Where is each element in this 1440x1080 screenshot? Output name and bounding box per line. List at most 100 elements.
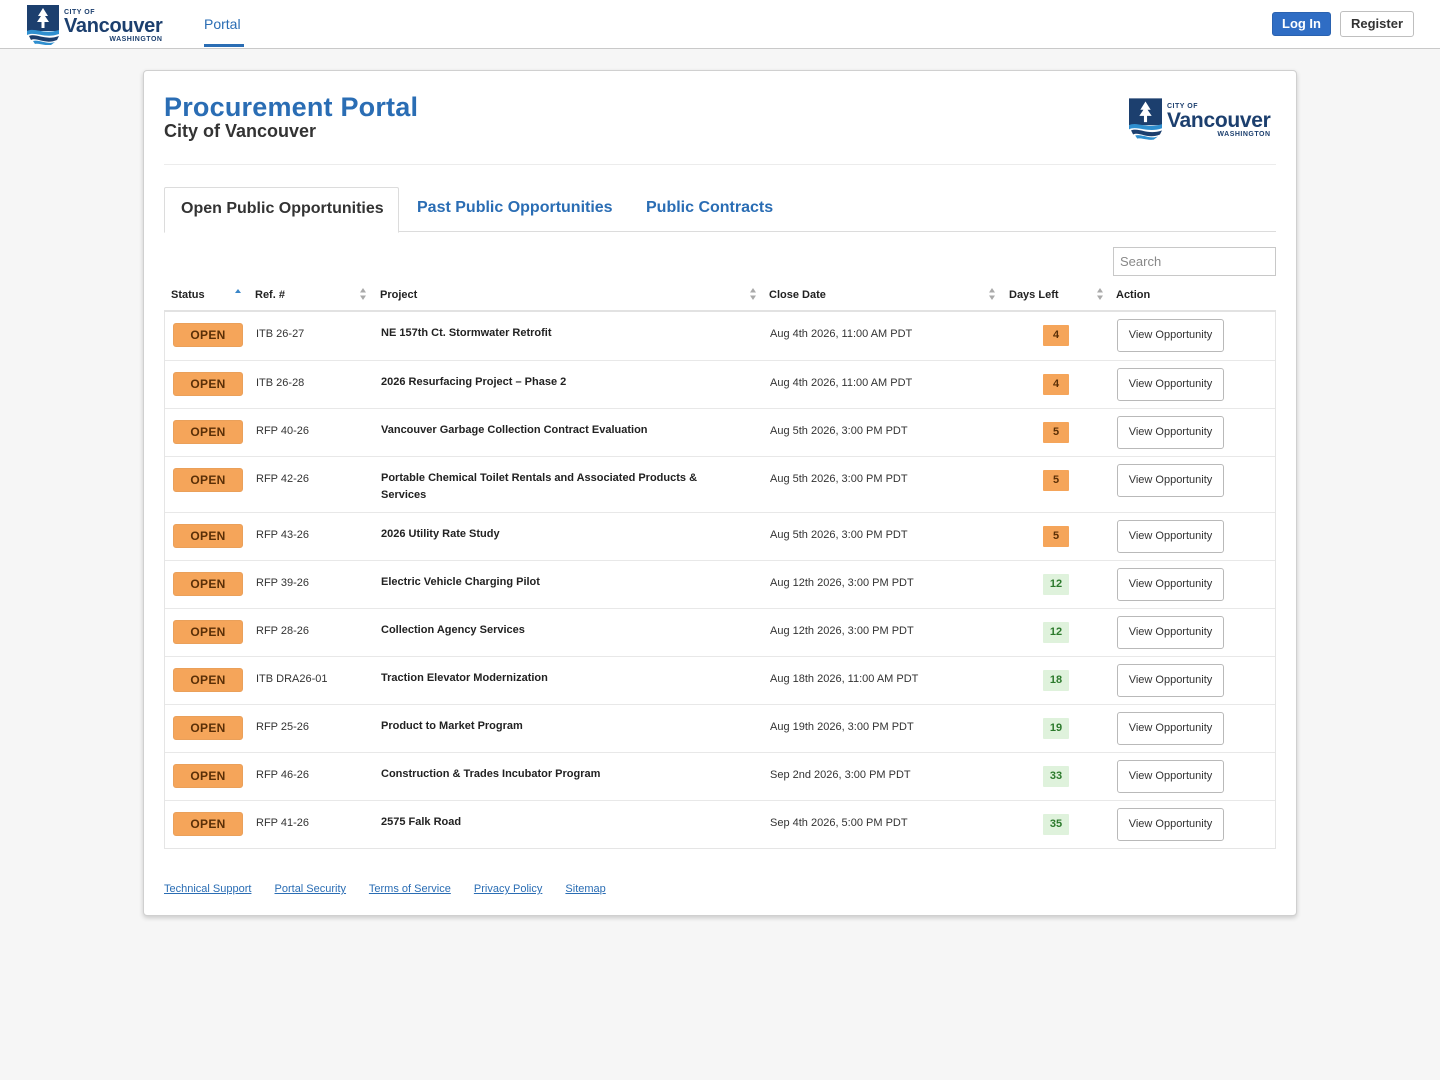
project-name: Collection Agency Services <box>381 624 525 636</box>
ref-number: ITB DRA26-01 <box>256 673 328 685</box>
table-row: OPEN ITB DRA26-01 Traction Elevator Modern… <box>165 656 1275 704</box>
close-date: Aug 5th 2026, 3:00 PM PDT <box>770 425 908 437</box>
footer-links: Technical Support Portal Security Terms … <box>164 883 626 895</box>
close-date: Aug 4th 2026, 11:00 AM PDT <box>770 328 913 340</box>
view-opportunity-button[interactable]: View Opportunity <box>1117 664 1224 697</box>
days-left-badge: 19 <box>1043 718 1069 739</box>
column-header-close-date[interactable]: Close Date <box>769 289 826 301</box>
view-opportunity-button[interactable]: View Opportunity <box>1117 520 1224 553</box>
status-badge: OPEN <box>173 468 243 492</box>
table-row: OPEN RFP 42-26 Portable Chemical Toilet Re… <box>165 456 1275 512</box>
top-navigation-bar: CITY OF Vancouver WASHINGTON Portal Log … <box>0 0 1440 49</box>
project-name: Traction Elevator Modernization <box>381 672 548 684</box>
table-row: OPEN RFP 41-26 2575 Falk Road Sep 4th 2026,… <box>165 800 1275 848</box>
sort-icon[interactable] <box>988 287 996 301</box>
table-row: OPEN RFP 40-26 Vancouver Garbage Collectio… <box>165 408 1275 456</box>
view-opportunity-button[interactable]: View Opportunity <box>1117 568 1224 601</box>
days-left-badge: 18 <box>1043 670 1069 691</box>
view-opportunity-button[interactable]: View Opportunity <box>1117 416 1224 449</box>
days-left-badge: 5 <box>1043 470 1069 491</box>
table-row: OPEN RFP 39-26 Electric Vehicle Charging P… <box>165 560 1275 608</box>
sort-ascending-icon[interactable] <box>234 287 242 301</box>
vancouver-emblem-icon <box>1129 98 1162 140</box>
close-date: Sep 4th 2026, 5:00 PM PDT <box>770 817 908 829</box>
login-button[interactable]: Log In <box>1272 12 1331 36</box>
vancouver-logo[interactable]: CITY OF Vancouver WASHINGTON <box>27 5 163 45</box>
table-row: OPEN RFP 25-26 Product to Market Program Au… <box>165 704 1275 752</box>
view-opportunity-button[interactable]: View Opportunity <box>1117 368 1224 401</box>
status-badge: OPEN <box>173 372 243 396</box>
ref-number: RFP 46-26 <box>256 769 309 781</box>
view-opportunity-button[interactable]: View Opportunity <box>1117 712 1224 745</box>
sort-icon[interactable] <box>359 287 367 301</box>
footer-link-technical-support[interactable]: Technical Support <box>164 883 252 895</box>
ref-number: RFP 39-26 <box>256 577 309 589</box>
close-date: Sep 2nd 2026, 3:00 PM PDT <box>770 769 911 781</box>
sort-icon[interactable] <box>749 287 757 301</box>
status-badge: OPEN <box>173 572 243 596</box>
view-opportunity-button[interactable]: View Opportunity <box>1117 319 1224 352</box>
days-left-badge: 35 <box>1043 814 1069 835</box>
opportunities-table: Status Ref. # Project Close Date Days Le… <box>164 283 1276 849</box>
tab-past-public-opportunities[interactable]: Past Public Opportunities <box>417 199 613 216</box>
column-header-project[interactable]: Project <box>380 289 418 301</box>
ref-number: ITB 26-28 <box>256 377 305 389</box>
footer-link-terms-of-service[interactable]: Terms of Service <box>368 883 451 895</box>
search-input[interactable] <box>1113 247 1276 276</box>
table-body: OPEN ITB 26-27 NE 157th Ct. Stormwater Ret… <box>164 312 1276 849</box>
footer-link-privacy-policy[interactable]: Privacy Policy <box>473 883 543 895</box>
view-opportunity-button[interactable]: View Opportunity <box>1117 760 1224 793</box>
close-date: Aug 12th 2026, 3:00 PM PDT <box>770 577 914 589</box>
status-badge: OPEN <box>173 323 243 347</box>
column-header-days-left[interactable]: Days Left <box>1009 289 1059 301</box>
view-opportunity-button[interactable]: View Opportunity <box>1117 616 1224 649</box>
project-name: 2575 Falk Road <box>381 816 462 828</box>
footer-link-portal-security[interactable]: Portal Security <box>274 883 347 895</box>
ref-number: RFP 40-26 <box>256 425 309 437</box>
view-opportunity-button[interactable]: View Opportunity <box>1117 808 1224 841</box>
project-name: Portable Chemical Toilet Rentals and Ass… <box>381 472 698 501</box>
ref-number: RFP 25-26 <box>256 721 309 733</box>
days-left-badge: 5 <box>1043 526 1069 547</box>
ref-number: RFP 41-26 <box>256 817 309 829</box>
column-header-status[interactable]: Status <box>171 289 205 301</box>
logo-name: Vancouver <box>64 15 163 37</box>
sort-icon[interactable] <box>1096 287 1104 301</box>
nav-portal-link[interactable]: Portal <box>204 16 241 32</box>
page-title: Procurement Portal <box>164 92 419 122</box>
status-badge: OPEN <box>173 716 243 740</box>
table-header: Status Ref. # Project Close Date Days Le… <box>164 283 1276 312</box>
ref-number: RFP 43-26 <box>256 529 309 541</box>
status-badge: OPEN <box>173 620 243 644</box>
project-name: Vancouver Garbage Collection Contract Ev… <box>381 424 648 436</box>
card-vancouver-logo: CITY OF Vancouver WASHINGTON <box>1129 97 1271 141</box>
view-opportunity-button[interactable]: View Opportunity <box>1117 464 1224 497</box>
logo-state: WASHINGTON <box>1217 130 1271 138</box>
status-badge: OPEN <box>173 668 243 692</box>
days-left-badge: 5 <box>1043 422 1069 443</box>
table-row: OPEN ITB 26-27 NE 157th Ct. Stormwater Ret… <box>165 312 1275 360</box>
project-name: Construction & Trades Incubator Program <box>381 768 601 780</box>
column-header-ref[interactable]: Ref. # <box>255 289 285 301</box>
table-row: OPEN RFP 43-26 2026 Utility Rate Study Aug … <box>165 512 1275 560</box>
divider <box>164 164 1276 165</box>
footer-link-sitemap[interactable]: Sitemap <box>565 883 606 895</box>
ref-number: ITB 26-27 <box>256 328 305 340</box>
tab-public-contracts[interactable]: Public Contracts <box>646 199 774 216</box>
logo-city-of: CITY OF <box>64 9 95 16</box>
table-row: OPEN RFP 46-26 Construction & Trades Incub… <box>165 752 1275 800</box>
status-badge: OPEN <box>173 524 243 548</box>
vancouver-emblem-icon <box>27 5 59 45</box>
days-left-badge: 12 <box>1043 622 1069 643</box>
days-left-badge: 4 <box>1043 325 1069 346</box>
project-name: NE 157th Ct. Stormwater Retrofit <box>381 327 552 339</box>
days-left-badge: 12 <box>1043 574 1069 595</box>
close-date: Aug 5th 2026, 3:00 PM PDT <box>770 529 908 541</box>
project-name: Product to Market Program <box>381 720 523 732</box>
register-button[interactable]: Register <box>1340 11 1414 37</box>
column-header-action: Action <box>1116 289 1151 301</box>
tab-open-public-opportunities[interactable]: Open Public Opportunities <box>164 187 399 233</box>
ref-number: RFP 28-26 <box>256 625 309 637</box>
table-row: OPEN ITB 26-28 2026 Resurfacing Project – … <box>165 360 1275 408</box>
days-left-badge: 33 <box>1043 766 1069 787</box>
